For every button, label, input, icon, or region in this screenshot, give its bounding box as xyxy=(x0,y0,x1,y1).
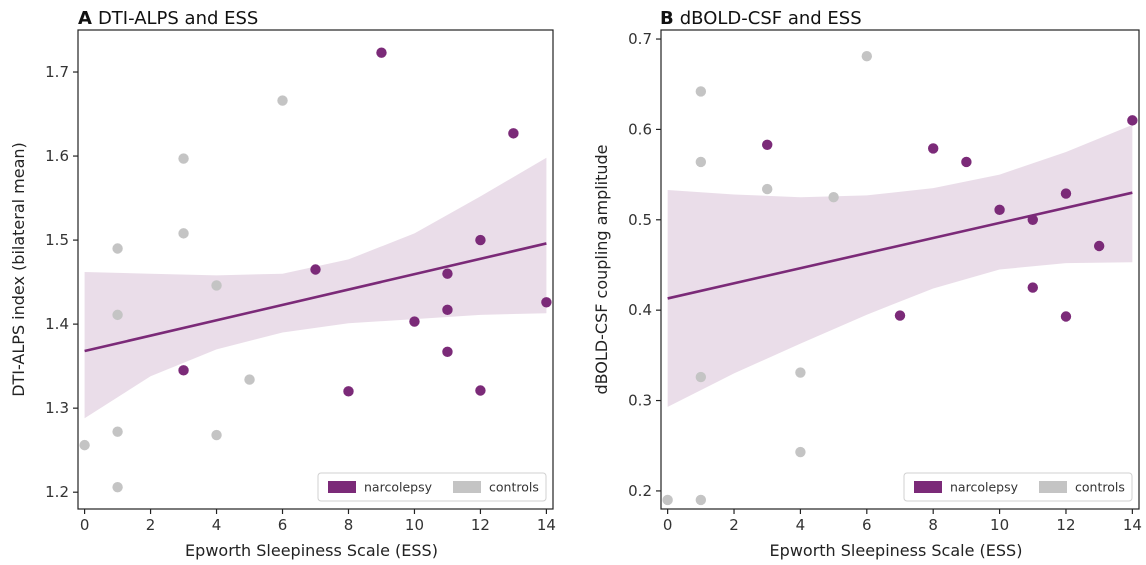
data-point-controls xyxy=(112,310,122,320)
data-point-narcolepsy xyxy=(994,205,1004,215)
y-tick-label: 0.5 xyxy=(628,211,652,229)
x-tick-label: 0 xyxy=(663,516,673,534)
legend-swatch-controls xyxy=(453,481,481,493)
y-tick-label: 0.3 xyxy=(628,392,652,410)
data-point-controls xyxy=(211,430,221,440)
x-tick-label: 2 xyxy=(146,516,156,534)
data-point-controls xyxy=(112,426,122,436)
data-point-narcolepsy xyxy=(1061,311,1071,321)
data-point-narcolepsy xyxy=(310,264,320,274)
y-axis-label: dBOLD-CSF coupling amplitude xyxy=(592,144,611,394)
confidence-band xyxy=(668,125,1133,407)
x-axis-label: Epworth Sleepiness Scale (ESS) xyxy=(770,541,1023,560)
data-point-narcolepsy xyxy=(928,143,938,153)
data-point-narcolepsy xyxy=(895,310,905,320)
data-point-narcolepsy xyxy=(178,365,188,375)
panel-letter: A xyxy=(78,8,92,29)
data-point-narcolepsy xyxy=(442,269,452,279)
data-point-controls xyxy=(862,51,872,61)
data-point-narcolepsy xyxy=(1094,241,1104,251)
x-tick-label: 6 xyxy=(278,516,288,534)
data-point-controls xyxy=(828,192,838,202)
data-point-controls xyxy=(211,280,221,290)
data-point-controls xyxy=(795,367,805,377)
data-point-controls xyxy=(244,374,254,384)
data-point-narcolepsy xyxy=(541,297,551,307)
y-tick-label: 1.2 xyxy=(45,483,69,501)
x-tick-label: 14 xyxy=(1123,516,1142,534)
data-point-controls xyxy=(79,440,89,450)
x-tick-label: 6 xyxy=(862,516,872,534)
legend-label-controls: controls xyxy=(1075,480,1125,495)
data-point-narcolepsy xyxy=(1028,215,1038,225)
confidence-band xyxy=(85,158,547,419)
x-tick-label: 10 xyxy=(990,516,1009,534)
legend-label-narcolepsy: narcolepsy xyxy=(950,480,1019,495)
data-point-narcolepsy xyxy=(475,385,485,395)
data-point-narcolepsy xyxy=(1061,188,1071,198)
legend-label-controls: controls xyxy=(489,480,539,495)
data-point-controls xyxy=(178,153,188,163)
data-point-narcolepsy xyxy=(1127,115,1137,125)
y-tick-label: 1.7 xyxy=(45,63,69,81)
legend-swatch-narcolepsy xyxy=(328,481,356,493)
x-tick-label: 0 xyxy=(80,516,90,534)
data-point-narcolepsy xyxy=(442,347,452,357)
data-point-controls xyxy=(178,228,188,238)
data-point-narcolepsy xyxy=(442,305,452,315)
y-tick-label: 0.2 xyxy=(628,482,652,500)
panel-title: A DTI-ALPS and ESS xyxy=(78,8,258,29)
data-point-narcolepsy xyxy=(1028,282,1038,292)
legend-swatch-controls xyxy=(1039,481,1067,493)
data-point-narcolepsy xyxy=(343,386,353,396)
x-tick-label: 12 xyxy=(471,516,490,534)
data-point-controls xyxy=(696,372,706,382)
data-point-controls xyxy=(696,495,706,505)
data-point-narcolepsy xyxy=(409,316,419,326)
legend: narcolepsy controls xyxy=(318,473,546,501)
y-tick-label: 1.5 xyxy=(45,231,69,249)
data-point-narcolepsy xyxy=(961,157,971,167)
x-tick-label: 14 xyxy=(537,516,556,534)
x-tick-label: 4 xyxy=(796,516,806,534)
panel-letter: B xyxy=(660,8,674,29)
x-tick-label: 2 xyxy=(729,516,739,534)
x-tick-label: 4 xyxy=(212,516,222,534)
y-tick-label: 1.4 xyxy=(45,315,69,333)
data-point-controls xyxy=(696,157,706,167)
y-tick-label: 0.4 xyxy=(628,301,652,319)
data-point-narcolepsy xyxy=(376,47,386,57)
y-axis-label: DTI-ALPS index (bilateral mean) xyxy=(9,142,28,397)
legend-swatch-narcolepsy xyxy=(914,481,942,493)
data-point-controls xyxy=(795,447,805,457)
data-point-controls xyxy=(662,495,672,505)
x-tick-label: 8 xyxy=(344,516,354,534)
data-point-controls xyxy=(277,95,287,105)
panel-title-text: DTI-ALPS and ESS xyxy=(98,8,258,29)
legend-label-narcolepsy: narcolepsy xyxy=(364,480,433,495)
data-point-narcolepsy xyxy=(508,128,518,138)
x-axis-label: Epworth Sleepiness Scale (ESS) xyxy=(185,541,438,560)
y-tick-label: 1.3 xyxy=(45,399,69,417)
data-point-narcolepsy xyxy=(762,140,772,150)
data-point-narcolepsy xyxy=(475,235,485,245)
x-tick-label: 8 xyxy=(928,516,938,534)
y-tick-label: 1.6 xyxy=(45,147,69,165)
chart-panel-a: A DTI-ALPS and ESS 0 2 4 6 8 10 12 14 1.2 1.3 1.4 1.5… xyxy=(9,8,556,560)
panel-title-text: dBOLD-CSF and ESS xyxy=(680,8,862,29)
x-tick-label: 10 xyxy=(405,516,424,534)
legend: narcolepsy controls xyxy=(904,473,1132,501)
data-point-controls xyxy=(112,243,122,253)
y-tick-label: 0.7 xyxy=(628,30,652,48)
x-tick-label: 12 xyxy=(1056,516,1075,534)
data-point-controls xyxy=(762,184,772,194)
data-point-controls xyxy=(112,482,122,492)
data-point-controls xyxy=(696,86,706,96)
y-tick-label: 0.6 xyxy=(628,120,652,138)
